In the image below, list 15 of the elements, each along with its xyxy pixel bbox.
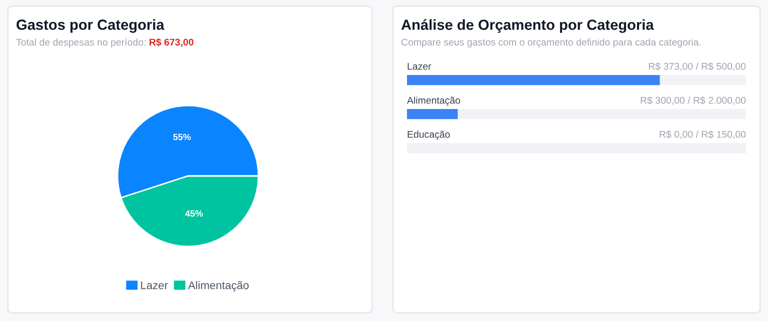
y-tick-label: Educação <box>408 130 450 140</box>
chart-subtitle: Compare seus gastos com o orçamento definido para cada categoria. <box>401 38 701 48</box>
y-tick-label: Alimentação <box>407 96 460 106</box>
text: R$ 673,00 <box>150 38 194 48</box>
chart-subtitle: Total de despesas no período: <box>16 38 146 48</box>
data-label: 55% <box>173 134 191 140</box>
legend-label: Lazer <box>141 281 168 290</box>
text: R$ 373,00 / R$ 500,00 <box>648 62 746 71</box>
text: R$ 0,00 / R$ 150,00 <box>660 130 746 139</box>
chart-title: Gastos por Categoria <box>16 19 164 33</box>
text: R$ 300,00 / R$ 2.000,00 <box>640 96 746 105</box>
y-tick-label: Lazer <box>408 62 432 70</box>
legend-label: Alimentação <box>188 281 249 292</box>
data-label: 45% <box>185 210 203 217</box>
chart-title: Análise de Orçamento por Categoria <box>401 19 654 33</box>
